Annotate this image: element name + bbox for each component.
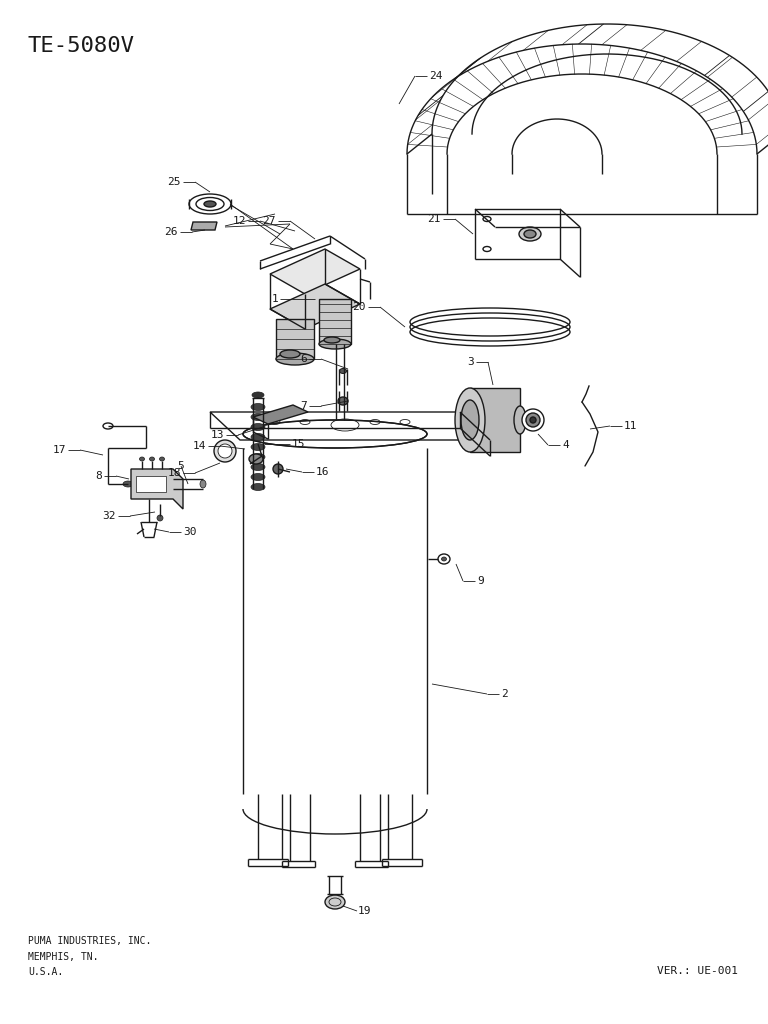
Ellipse shape [243, 784, 427, 834]
Text: 21: 21 [428, 214, 441, 224]
Text: 20: 20 [353, 302, 366, 312]
Polygon shape [270, 249, 360, 294]
Text: TE-5080V: TE-5080V [28, 36, 135, 56]
Text: VER.: UE-001: VER.: UE-001 [657, 966, 738, 976]
Text: 32: 32 [102, 511, 116, 521]
Polygon shape [270, 284, 360, 329]
Ellipse shape [157, 515, 163, 521]
Text: 13: 13 [210, 430, 224, 440]
Polygon shape [470, 388, 520, 452]
Ellipse shape [218, 444, 232, 458]
Text: 18: 18 [167, 468, 181, 478]
Ellipse shape [123, 481, 133, 487]
Ellipse shape [519, 227, 541, 241]
Ellipse shape [251, 464, 265, 470]
Ellipse shape [249, 454, 263, 464]
Ellipse shape [461, 400, 479, 440]
Text: 1: 1 [271, 294, 278, 304]
Ellipse shape [530, 417, 536, 423]
Ellipse shape [251, 433, 265, 440]
Text: 4: 4 [562, 440, 569, 450]
Ellipse shape [251, 424, 265, 430]
Text: 26: 26 [164, 227, 178, 237]
Ellipse shape [522, 409, 544, 431]
Ellipse shape [251, 473, 265, 480]
Ellipse shape [483, 216, 491, 221]
Ellipse shape [324, 337, 340, 343]
Text: 12: 12 [233, 216, 246, 226]
Ellipse shape [339, 369, 346, 374]
Text: 16: 16 [316, 467, 329, 477]
Ellipse shape [251, 403, 265, 411]
Ellipse shape [524, 230, 536, 238]
FancyBboxPatch shape [136, 476, 166, 492]
Polygon shape [191, 222, 217, 230]
Ellipse shape [276, 353, 314, 365]
Text: 8: 8 [95, 471, 102, 481]
Ellipse shape [338, 397, 348, 406]
Ellipse shape [200, 480, 206, 488]
Text: 7: 7 [300, 401, 307, 411]
Ellipse shape [196, 198, 224, 211]
Ellipse shape [204, 201, 216, 207]
FancyBboxPatch shape [241, 749, 429, 809]
Text: 15: 15 [292, 439, 306, 449]
Ellipse shape [455, 388, 485, 452]
Text: 6: 6 [300, 354, 307, 364]
Text: 30: 30 [183, 527, 197, 537]
Ellipse shape [483, 247, 491, 252]
Ellipse shape [140, 457, 144, 461]
Ellipse shape [325, 895, 345, 909]
Ellipse shape [319, 339, 351, 349]
Ellipse shape [189, 194, 231, 214]
Ellipse shape [526, 413, 540, 427]
Ellipse shape [438, 554, 450, 564]
Ellipse shape [251, 443, 265, 451]
Text: 17: 17 [52, 445, 66, 455]
Ellipse shape [251, 454, 265, 461]
Text: PUMA INDUSTRIES, INC.
MEMPHIS, TN.
U.S.A.: PUMA INDUSTRIES, INC. MEMPHIS, TN. U.S.A… [28, 936, 151, 977]
Polygon shape [131, 469, 183, 509]
Text: 2: 2 [501, 689, 508, 699]
Text: 14: 14 [193, 441, 206, 451]
Text: 5: 5 [177, 461, 184, 471]
Ellipse shape [280, 350, 300, 358]
Ellipse shape [251, 483, 265, 490]
Ellipse shape [514, 406, 526, 434]
Text: 11: 11 [624, 421, 637, 431]
Ellipse shape [252, 392, 264, 398]
Ellipse shape [442, 557, 446, 561]
Text: 24: 24 [429, 71, 442, 81]
Ellipse shape [251, 414, 265, 421]
Text: 19: 19 [358, 906, 372, 916]
Polygon shape [276, 319, 314, 359]
Text: 3: 3 [467, 357, 474, 367]
Text: 25: 25 [167, 177, 181, 187]
Ellipse shape [273, 464, 283, 474]
Ellipse shape [214, 440, 236, 462]
Ellipse shape [160, 457, 164, 461]
Polygon shape [253, 406, 308, 424]
Polygon shape [319, 299, 351, 344]
Text: 27: 27 [263, 216, 276, 226]
Text: 9: 9 [477, 575, 484, 586]
Ellipse shape [150, 457, 154, 461]
